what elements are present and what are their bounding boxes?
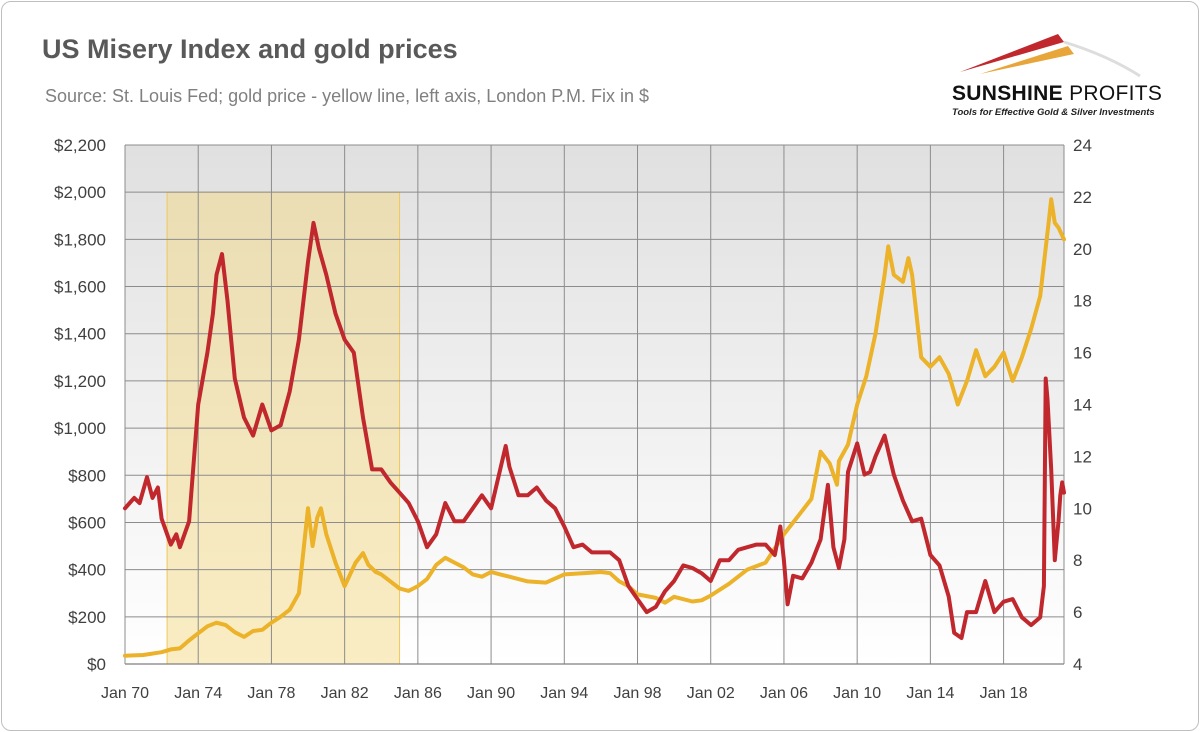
y-right-tick-label: 20: [1073, 240, 1092, 259]
y-right-tick-label: 22: [1073, 188, 1092, 207]
y-left-tick-label: $1,000: [54, 419, 106, 438]
y-right-tick-label: 12: [1073, 447, 1092, 466]
y-left-tick-label: $800: [68, 466, 106, 485]
logo-grey-arc: [1063, 40, 1141, 78]
x-tick-label: Jan 90: [467, 685, 515, 702]
plot-area: [125, 145, 1064, 664]
y-left-tick-label: $200: [68, 608, 106, 627]
chart-title: US Misery Index and gold prices: [42, 34, 458, 64]
x-tick-label: Jan 10: [833, 685, 881, 702]
logo-name: SUNSHINE PROFITS: [952, 82, 1162, 106]
y-left-tick-label: $1,600: [54, 278, 106, 297]
x-tick-label: Jan 70: [101, 685, 149, 702]
y-right-tick-label: 14: [1073, 396, 1092, 415]
x-tick-label: Jan 74: [174, 685, 222, 702]
sunshine-profits-logo: SUNSHINE PROFITS Tools for Effective Gol…: [940, 20, 1180, 120]
y-left-tick-label: $1,200: [54, 372, 106, 391]
y-left-tick-label: $600: [68, 513, 106, 532]
gold-price-line: [123, 197, 1066, 658]
logo-tagline: Tools for Effective Gold & Silver Invest…: [952, 107, 1155, 118]
y-left-tick-label: $0: [87, 655, 106, 674]
y-left-tick-label: $2,200: [54, 136, 106, 155]
y-right-tick-label: 6: [1073, 603, 1082, 622]
y-right-tick-label: 10: [1073, 499, 1092, 518]
x-tick-label: Jan 86: [394, 685, 442, 702]
x-tick-label: Jan 82: [321, 685, 369, 702]
y-left-tick-label: $1,800: [54, 230, 106, 249]
y-right-tick-label: 18: [1073, 292, 1092, 311]
y-left-tick-label: $400: [68, 561, 106, 580]
x-tick-label: Jan 98: [613, 685, 661, 702]
y-right-tick-label: 24: [1073, 136, 1092, 155]
chart-subtitle: Source: St. Louis Fed; gold price - yell…: [45, 86, 649, 106]
logo-gold-swoosh: [980, 46, 1074, 74]
x-tick-label: Jan 78: [247, 685, 295, 702]
y-right-tick-label: 4: [1073, 655, 1082, 674]
x-tick-label: Jan 18: [980, 685, 1028, 702]
y-right-tick-label: 8: [1073, 551, 1082, 570]
y-left-tick-label: $2,000: [54, 183, 106, 202]
x-tick-label: Jan 94: [540, 685, 588, 702]
logo-name-bold: SUNSHINE: [952, 82, 1063, 105]
x-tick-label: Jan 14: [906, 685, 954, 702]
x-tick-label: Jan 02: [687, 685, 735, 702]
misery-index-line: [123, 220, 1066, 640]
logo-red-swoosh: [960, 34, 1064, 72]
x-tick-label: Jan 06: [760, 685, 808, 702]
logo-swoosh-icon: [960, 34, 1141, 78]
y-left-tick-label: $1,400: [54, 325, 106, 344]
y-right-tick-label: 16: [1073, 344, 1092, 363]
logo-name-light: PROFITS: [1069, 82, 1163, 105]
